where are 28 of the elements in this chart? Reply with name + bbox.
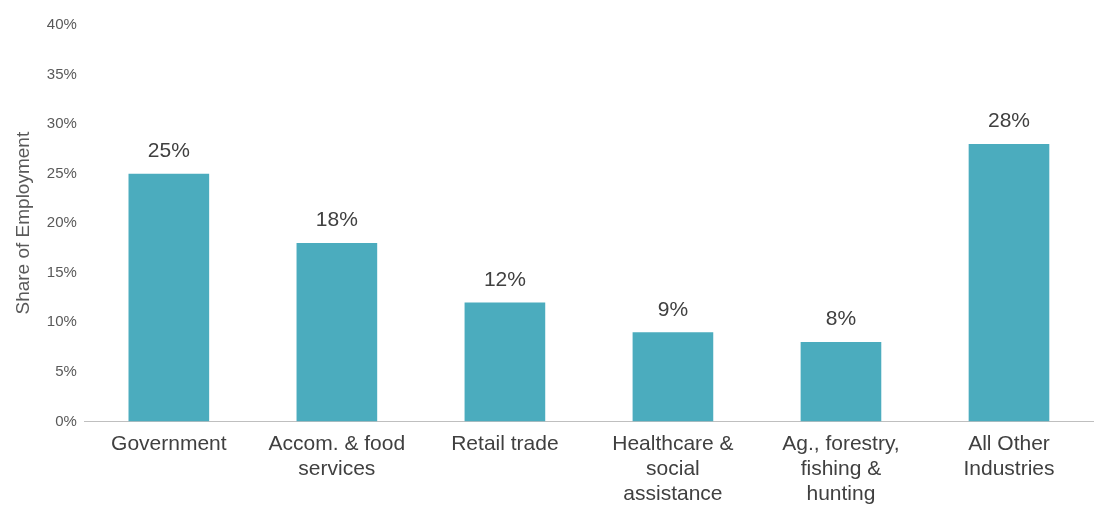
bar [296, 243, 378, 422]
bar [800, 342, 882, 422]
bar [128, 173, 210, 422]
bar [968, 143, 1050, 422]
x-tick-label: Government [111, 430, 227, 454]
y-tick-label: 25% [46, 163, 77, 181]
y-tick-label: 30% [46, 114, 77, 132]
x-tick-label: Retail trade [451, 430, 559, 454]
y-tick-label: 15% [46, 262, 77, 280]
y-tick-label: 40% [46, 15, 77, 33]
data-label: 12% [483, 266, 526, 290]
data-label: 25% [147, 137, 190, 161]
y-tick-label: 35% [46, 64, 77, 82]
x-tick-label: Accom. & food services [268, 430, 406, 479]
x-tick-label: Ag., forestry, fishing & hunting [782, 430, 900, 505]
bar [632, 332, 714, 422]
data-label: 8% [825, 306, 857, 330]
x-tick-label: All Other Industries [963, 430, 1055, 479]
y-tick-label: 10% [46, 312, 77, 330]
bar [464, 302, 546, 422]
y-axis-title: Share of Employment [11, 131, 33, 315]
y-tick-label: 20% [46, 213, 77, 231]
y-tick-label: 0% [55, 411, 77, 429]
data-label: 28% [987, 108, 1030, 132]
x-tick-label: Healthcare & social assistance [612, 430, 734, 505]
data-label: 18% [315, 207, 358, 231]
data-label: 9% [657, 296, 689, 320]
y-tick-label: 5% [55, 361, 77, 379]
